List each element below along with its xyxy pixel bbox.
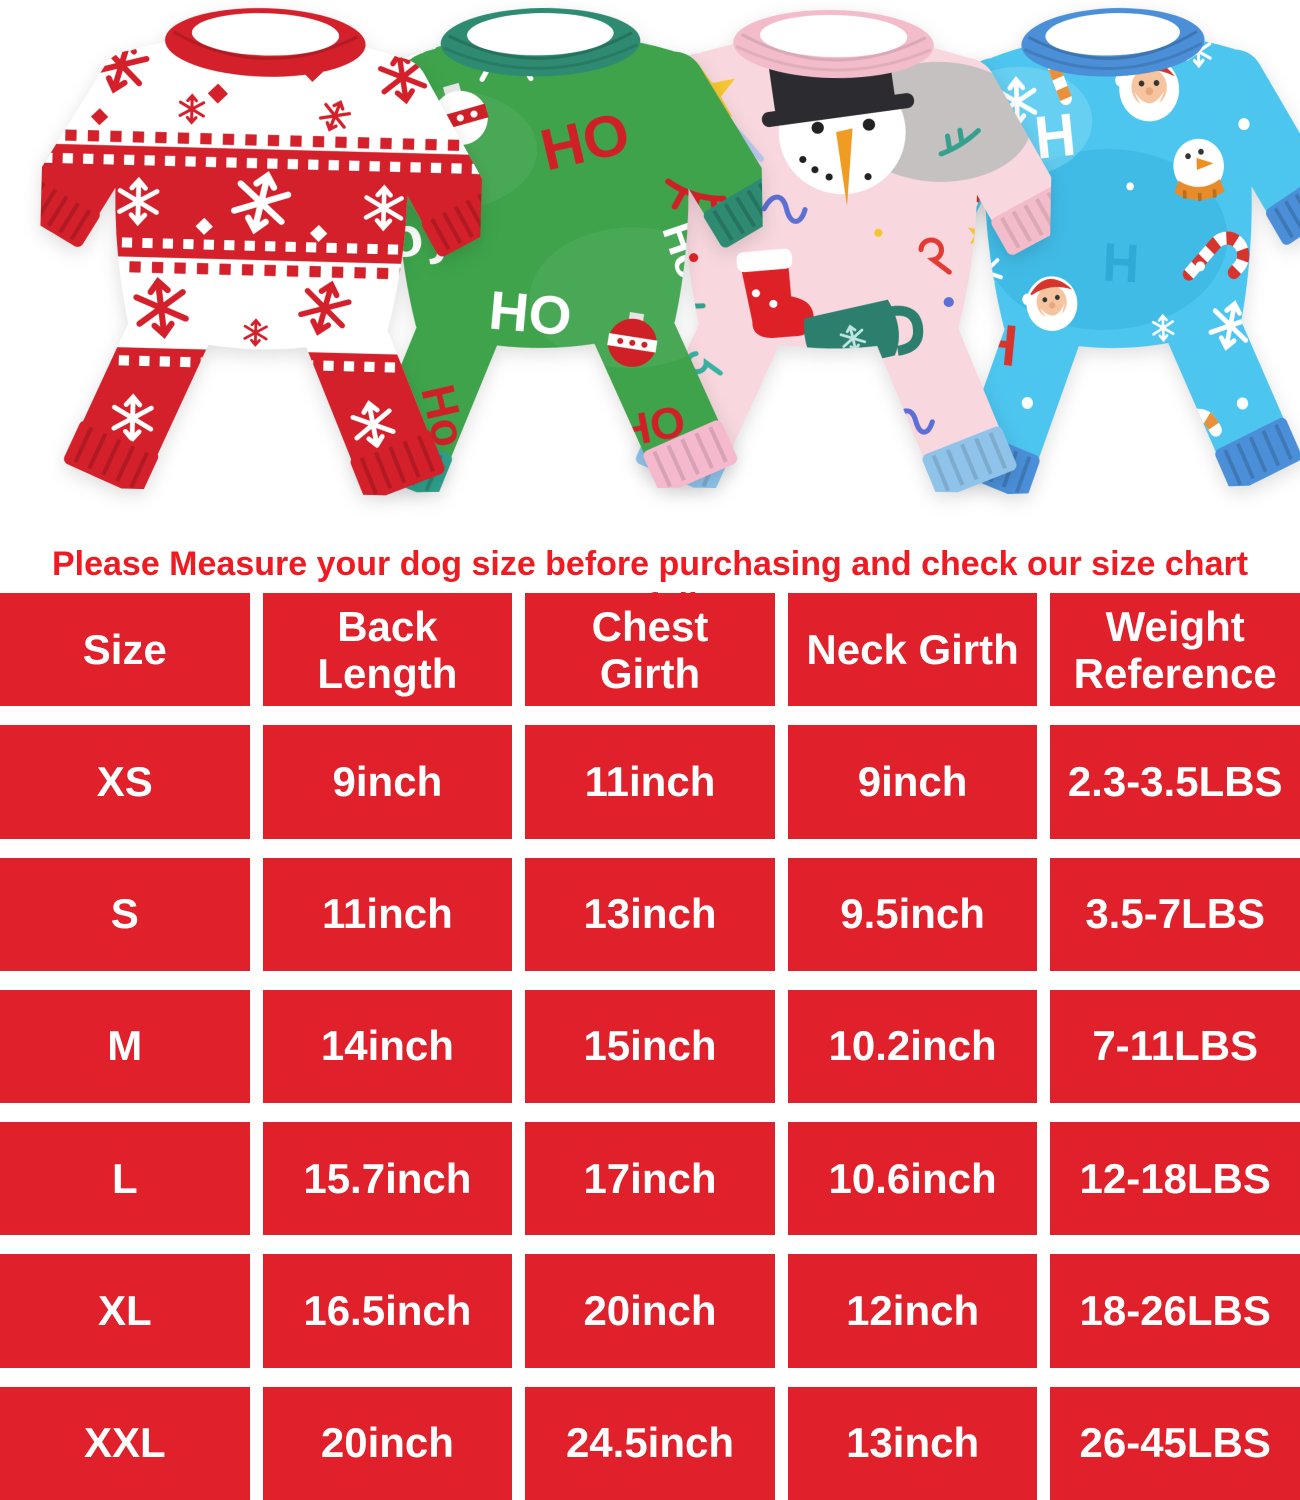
back-length-cell: 9inch bbox=[262, 725, 513, 839]
chest-girth-cell: 17inch bbox=[525, 1122, 775, 1236]
snowman-mug-icon bbox=[1096, 374, 1141, 427]
ornament-icon bbox=[607, 312, 658, 367]
product-image-gallery: HO oy HO Ho Ho HO bbox=[0, 0, 1300, 498]
neck-girth-cell: 10.2inch bbox=[787, 989, 1038, 1104]
neck-girth-cell: 10.6inch bbox=[787, 1122, 1038, 1236]
weight-cell: 26-45LBS bbox=[1050, 1386, 1300, 1500]
back-length-cell: 16.5inch bbox=[262, 1254, 513, 1368]
chest-girth-cell: 13inch bbox=[525, 857, 775, 971]
pajama-red-snowflake bbox=[33, 0, 487, 498]
weight-cell: 18-26LBS bbox=[1050, 1254, 1300, 1368]
chest-girth-cell: 24.5inch bbox=[525, 1386, 775, 1500]
back-length-cell: 15.7inch bbox=[262, 1122, 513, 1236]
santa-icon bbox=[1022, 276, 1078, 331]
size-cell: XXL bbox=[0, 1386, 250, 1500]
chest-girth-cell: 15inch bbox=[525, 989, 775, 1104]
col-header-size: Size bbox=[0, 593, 250, 707]
size-cell: L bbox=[0, 1122, 250, 1236]
chest-girth-cell: 20inch bbox=[525, 1254, 775, 1368]
col-header-back-length: Back Length bbox=[262, 593, 513, 707]
print-ho: HO bbox=[487, 280, 575, 347]
snowman-mug-icon bbox=[1173, 138, 1225, 202]
weight-cell: 3.5-7LBS bbox=[1050, 857, 1300, 971]
print-h: H bbox=[1101, 233, 1140, 295]
size-cell: S bbox=[0, 857, 250, 971]
neck-girth-cell: 9.5inch bbox=[787, 857, 1038, 971]
collar bbox=[733, 9, 934, 79]
collar bbox=[440, 8, 641, 77]
size-chart-table: Size Back Length Chest Girth Neck Girth … bbox=[0, 593, 1300, 1500]
stocking-icon bbox=[736, 248, 814, 339]
collar bbox=[165, 8, 366, 77]
col-header-neck-girth: Neck Girth bbox=[787, 593, 1038, 707]
back-length-cell: 11inch bbox=[262, 857, 513, 971]
size-cell: XL bbox=[0, 1254, 250, 1368]
back-length-cell: 20inch bbox=[262, 1386, 513, 1500]
size-cell: M bbox=[0, 989, 250, 1104]
neck-girth-cell: 13inch bbox=[787, 1386, 1038, 1500]
weight-cell: 2.3-3.5LBS bbox=[1050, 725, 1300, 839]
back-length-cell: 14inch bbox=[262, 989, 513, 1104]
col-header-weight-reference: Weight Reference bbox=[1050, 593, 1300, 707]
weight-cell: 7-11LBS bbox=[1050, 989, 1300, 1104]
chest-girth-cell: 11inch bbox=[525, 725, 775, 839]
weight-cell: 12-18LBS bbox=[1050, 1122, 1300, 1236]
collar bbox=[1021, 8, 1205, 77]
col-header-chest-girth: Chest Girth bbox=[525, 593, 775, 707]
neck-girth-cell: 12inch bbox=[787, 1254, 1038, 1368]
size-cell: XS bbox=[0, 725, 250, 839]
neck-girth-cell: 9inch bbox=[787, 725, 1038, 839]
